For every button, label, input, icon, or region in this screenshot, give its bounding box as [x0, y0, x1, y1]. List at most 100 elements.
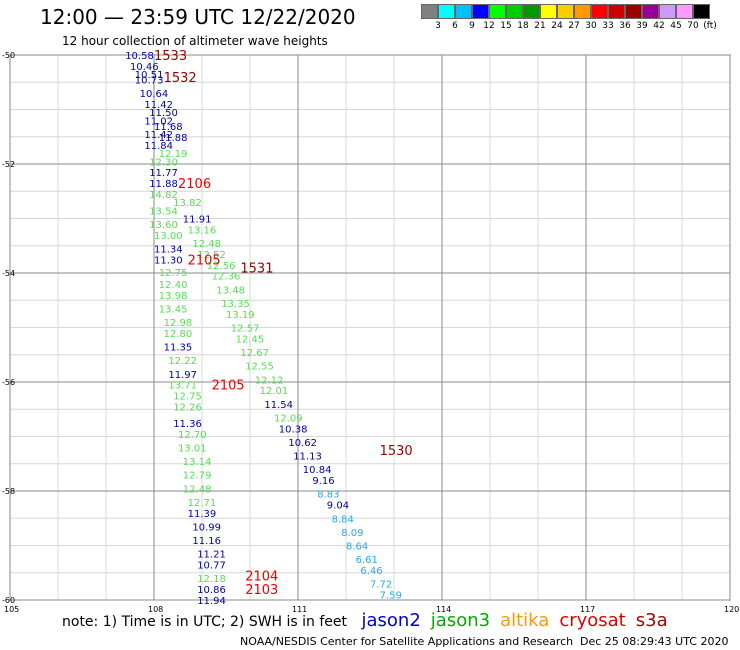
wave-height-value: 11.88 [149, 179, 178, 190]
wave-height-value: 12.45 [236, 334, 265, 345]
legend-label: 33 [602, 21, 614, 31]
lat-tick-label: -54 [2, 269, 15, 278]
legend-label: 6 [452, 21, 458, 31]
legend-label: 36 [619, 21, 631, 31]
wave-height-value: 13.01 [178, 443, 207, 454]
wave-height-value: 12.80 [164, 329, 193, 340]
time-unit-note: note: 1) Time is in UTC; 2) SWH is in fe… [62, 614, 348, 630]
wave-height-value: 11.21 [197, 550, 226, 561]
wave-height-value: 10.62 [288, 438, 317, 449]
page-subtitle: 12 hour collection of altimeter wave hei… [62, 34, 328, 48]
legend-label: 3 [435, 21, 441, 31]
legend-label: 42 [653, 21, 665, 31]
legend-swatch [489, 4, 506, 19]
legend-label: 27 [568, 21, 580, 31]
legend-swatches [421, 4, 710, 19]
wave-height-value: 14.82 [149, 190, 178, 201]
wave-height-value: 11.36 [173, 419, 202, 430]
wave-height-value: 8.84 [332, 514, 354, 525]
wave-height-value: 11.35 [164, 343, 193, 354]
wave-height-value: 11.42 [144, 100, 173, 111]
wave-height-value: 12.01 [260, 386, 289, 397]
lon-tick-label: 120 [724, 605, 739, 614]
legend-swatch [574, 4, 591, 19]
wave-height-value: 12.98 [164, 318, 193, 329]
page-title: 12:00 — 23:59 UTC 12/22/2020 [40, 5, 356, 29]
wave-height-value: 13.45 [159, 304, 188, 315]
pass-time-label: 1532 [164, 71, 197, 86]
wave-height-value: 9.04 [327, 501, 349, 512]
lat-tick-label: -52 [2, 160, 15, 169]
wave-height-value: 10.51 [135, 70, 164, 81]
legend-label: 39 [636, 21, 648, 31]
footer-credit: NOAA/NESDIS Center for Satellite Applica… [240, 635, 574, 648]
wave-height-value: 12.79 [183, 471, 212, 482]
wave-height-value: 12.26 [173, 403, 202, 414]
wave-height-value: 11.16 [192, 536, 221, 547]
wave-height-value: 13.54 [149, 206, 178, 217]
wave-height-value: 12.12 [255, 375, 284, 386]
wave-height-value: 13.48 [216, 285, 245, 296]
wave-height-value: 10.84 [303, 465, 332, 476]
lon-tick-label: 114 [436, 605, 451, 614]
satellite-name: jason2 [361, 610, 421, 631]
legend-swatch [438, 4, 455, 19]
satellite-name: cryosat [559, 610, 626, 631]
wave-height-value: 13.71 [168, 381, 197, 392]
wave-height-value: 8.64 [346, 542, 368, 553]
footer-timestamp: Dec 25 08:29:43 UTC 2020 [580, 635, 729, 648]
wave-height-value: 11.34 [154, 244, 183, 255]
wave-height-value: 7.72 [370, 580, 392, 591]
wave-height-value: 10.86 [197, 585, 226, 596]
wave-height-value: 11.50 [149, 108, 178, 119]
legend-swatch [472, 4, 489, 19]
wave-height-value: 11.42 [144, 130, 173, 141]
lon-tick-label: 105 [4, 605, 19, 614]
wave-height-value: 12.70 [178, 430, 207, 441]
legend-swatch [506, 4, 523, 19]
wave-height-value: 9.16 [312, 476, 334, 487]
wave-height-value: 10.99 [192, 522, 221, 533]
wave-height-value: 13.60 [149, 220, 178, 231]
satellite-name: jason3 [430, 610, 491, 631]
legend-swatch [455, 4, 472, 19]
legend-swatch [523, 4, 540, 19]
legend-swatch [676, 4, 693, 19]
wave-height-value: 13.35 [221, 299, 250, 310]
legend-label: 12 [483, 21, 495, 31]
wave-height-value: 13.14 [183, 457, 212, 468]
wave-height-value: 10.46 [130, 62, 159, 73]
lon-tick-label: 111 [292, 605, 307, 614]
wave-height-value: 12.67 [240, 348, 269, 359]
wave-height-value: 11.97 [168, 370, 197, 381]
legend-swatch [557, 4, 574, 19]
legend-swatch [625, 4, 642, 19]
legend-label: 18 [517, 21, 529, 31]
wave-height-value: 11.68 [154, 122, 183, 133]
wave-height-value: 12.56 [207, 261, 236, 272]
lat-tick-label: -60 [2, 596, 15, 605]
pass-time-label: 2105 [188, 253, 221, 268]
wave-height-value: 11.02 [144, 116, 173, 127]
wave-height-value: 12.40 [159, 280, 188, 291]
wave-height-labels: 10.5810.4610.5110.7310.6411.4211.5011.02… [125, 49, 412, 607]
wave-height-value: 10.64 [140, 89, 169, 100]
pass-time-label: 2103 [245, 583, 278, 598]
satellite-legend: jason2 jason3 altika cryosat s3a [351, 610, 667, 631]
legend-label: (ft) [703, 21, 717, 31]
pass-time-label: 1533 [154, 49, 187, 64]
wave-height-value: 10.73 [135, 76, 164, 87]
legend-label: 30 [585, 21, 597, 31]
wave-height-value: 11.77 [149, 168, 178, 179]
pass-time-label: 2105 [212, 379, 245, 394]
wave-height-value: 12.55 [245, 362, 274, 373]
legend-swatch [421, 4, 438, 19]
wave-height-value: 11.39 [188, 509, 217, 520]
wave-height-value: 6.61 [356, 555, 378, 566]
satellite-name: s3a [635, 610, 668, 631]
wave-height-value: 12.22 [168, 356, 197, 367]
wave-height-value: 12.18 [197, 574, 226, 585]
wave-height-value: 12.09 [274, 413, 303, 424]
